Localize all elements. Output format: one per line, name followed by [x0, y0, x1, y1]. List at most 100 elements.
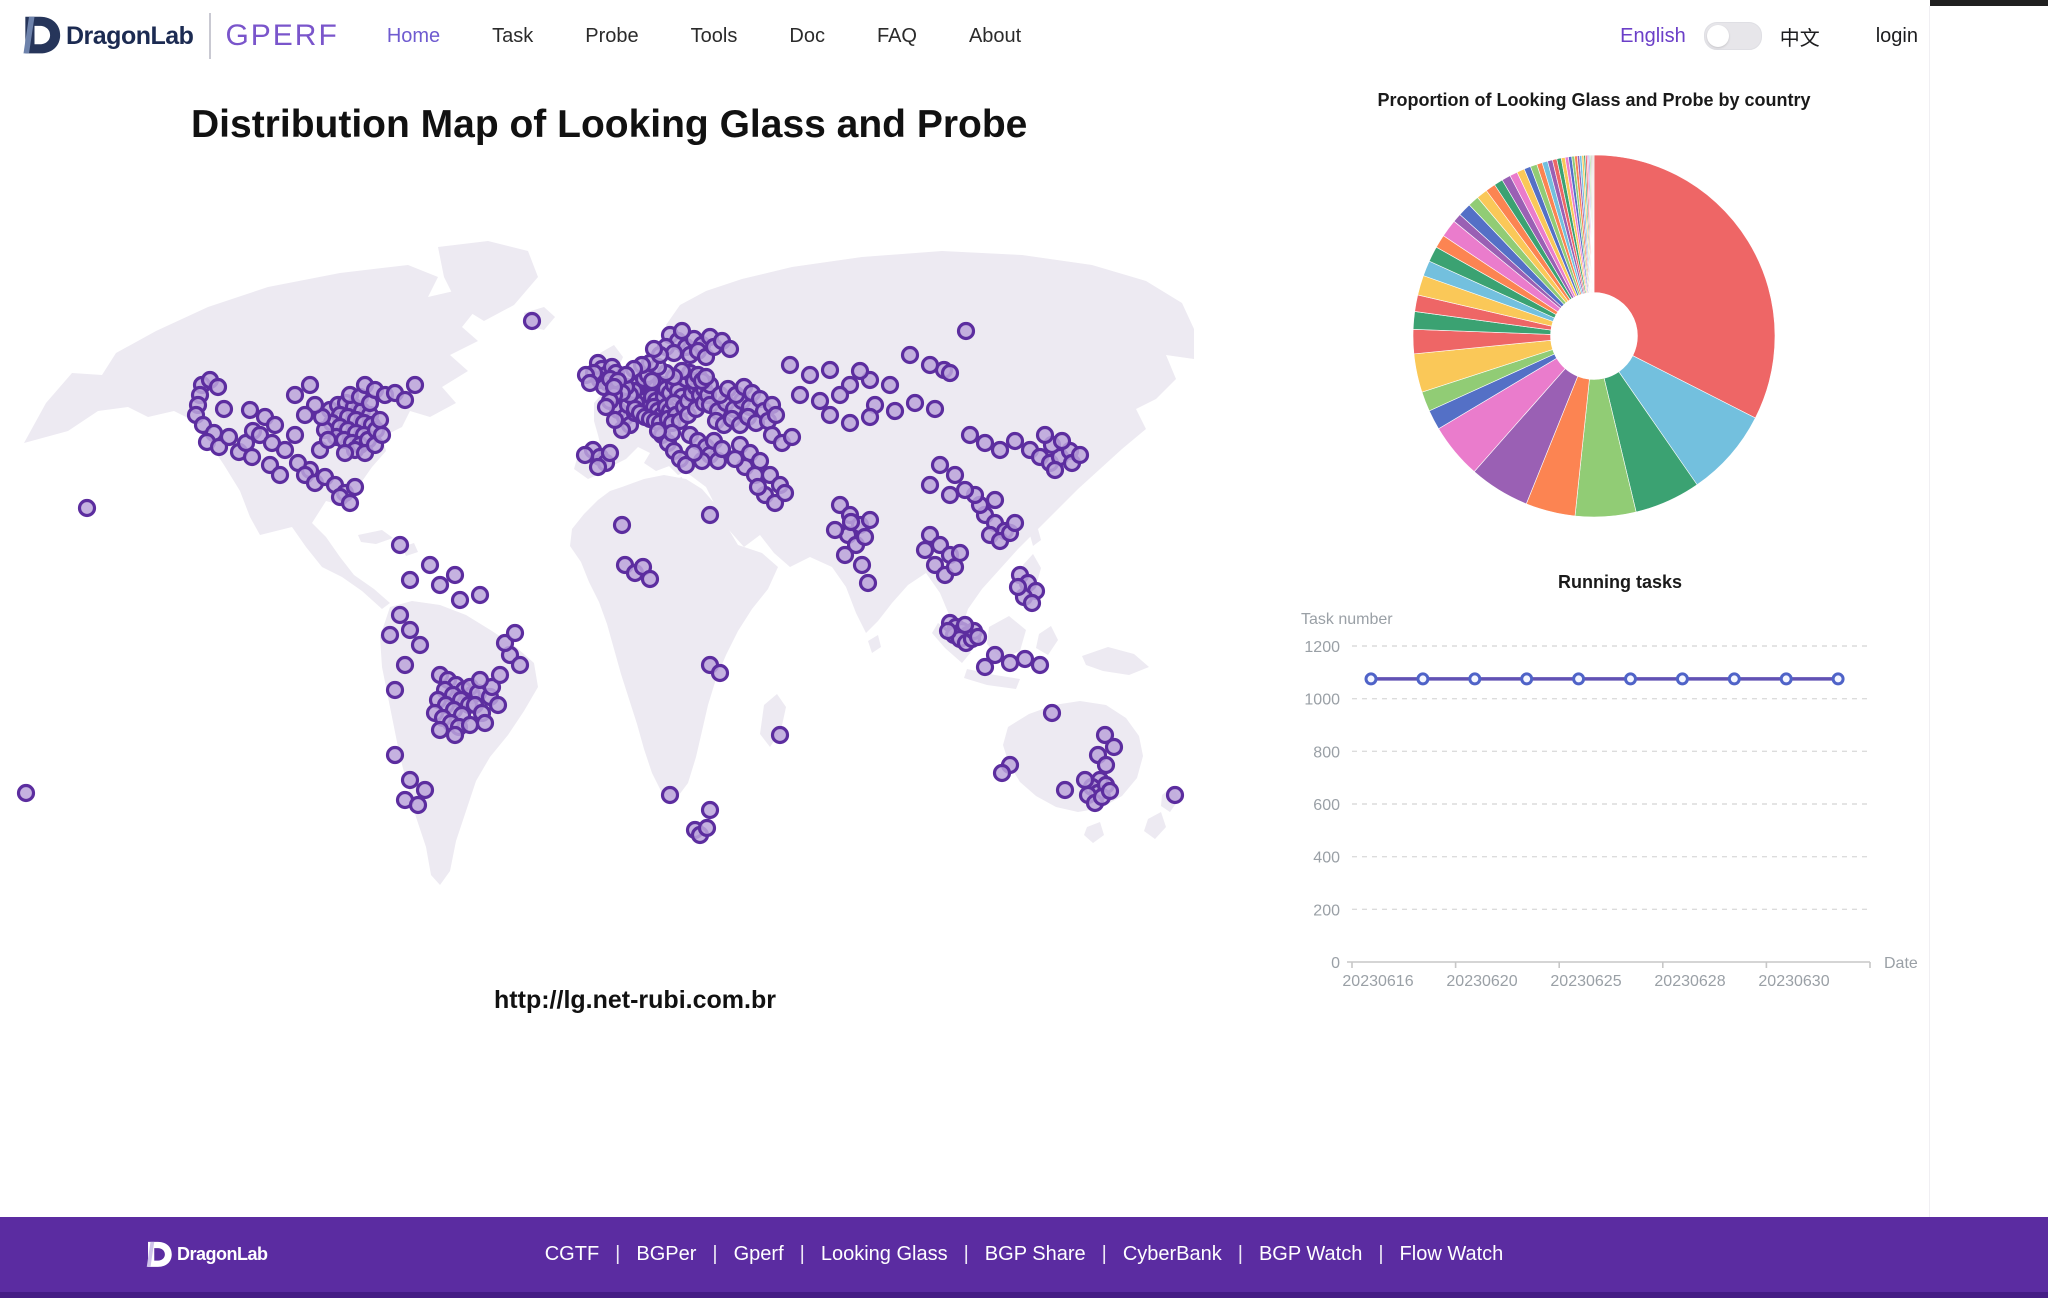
map-dot [242, 447, 262, 467]
map-dot [445, 725, 465, 745]
map-dot [880, 375, 900, 395]
map-dot [825, 520, 845, 540]
login-link[interactable]: login [1875, 24, 1918, 47]
nav-item-task[interactable]: Task [492, 24, 534, 47]
island-madagascar [760, 694, 786, 747]
map-dot [766, 405, 786, 425]
map-dot [710, 663, 730, 683]
pie-slice [1593, 154, 1776, 419]
map-dot [505, 623, 525, 643]
map-dot [219, 427, 239, 447]
footer-link-separator: | [712, 1243, 718, 1265]
continent-arctic-islands [306, 269, 408, 309]
footer-link-bgper[interactable]: BGPer [636, 1243, 697, 1265]
header-logo[interactable]: DragonLab GPERF [18, 13, 339, 59]
lang-english[interactable]: English [1620, 24, 1686, 47]
map-dot [700, 505, 720, 525]
map-dot [945, 465, 965, 485]
map-dot [295, 405, 315, 425]
map-dot [830, 385, 850, 405]
nav-item-probe[interactable]: Probe [585, 24, 639, 47]
map-dot [810, 391, 830, 411]
line-point [1624, 672, 1637, 686]
map-dot [725, 449, 745, 469]
map-dot [775, 483, 795, 503]
language-toggle[interactable] [1703, 22, 1762, 50]
nav-item-home[interactable]: Home [386, 24, 441, 47]
nav-item-about[interactable]: About [968, 24, 1022, 47]
map-dot [1022, 593, 1042, 613]
map-dot [1052, 431, 1072, 451]
map-dot [712, 439, 732, 459]
map-dot [700, 800, 720, 820]
line-point [1572, 672, 1586, 686]
nav-item-faq[interactable]: FAQ [876, 24, 917, 47]
map-dot [395, 390, 415, 410]
footer-link-separator: | [799, 1243, 805, 1265]
map-dot [925, 399, 945, 419]
map-dot [214, 399, 234, 419]
map-dot [300, 375, 320, 395]
map-dot [410, 635, 430, 655]
pie-slice [1618, 355, 1756, 486]
dragonlab-logo-icon-white [146, 1241, 172, 1267]
map-dot [430, 575, 450, 595]
map-dot [684, 443, 704, 463]
map-dot [950, 543, 970, 563]
map-dot [885, 401, 905, 421]
nav-item-doc[interactable]: Doc [789, 24, 825, 47]
island-java [964, 669, 1020, 689]
map-dot [400, 570, 420, 590]
map-dot [905, 393, 925, 413]
footer-link-cyberbank[interactable]: CyberBank [1122, 1243, 1222, 1265]
map-dot [1042, 703, 1062, 723]
map-dot [285, 385, 305, 405]
map-dot [782, 427, 802, 447]
map-dot [250, 425, 270, 445]
island-taiwan [1030, 529, 1041, 546]
map-dot [841, 512, 861, 532]
map-dot [575, 445, 595, 465]
footer-link-flow-watch[interactable]: Flow Watch [1399, 1243, 1504, 1265]
map-dot [648, 421, 668, 441]
brand-divider [209, 13, 212, 59]
map-dot [275, 440, 295, 460]
map-dot [415, 780, 435, 800]
footer: DragonLab CGTF | BGPer | Gperf | Looking Glass… [0, 1217, 2048, 1298]
map-dot [696, 367, 716, 387]
y-tick-label: 0 [1331, 955, 1340, 972]
map-dots-layer [16, 311, 1185, 845]
map-dot [420, 555, 440, 575]
map-dot [488, 695, 508, 715]
footer-link-bgp-share[interactable]: BGP Share [984, 1243, 1086, 1265]
map-dot [790, 385, 810, 405]
lang-chinese[interactable]: 中文 [1779, 27, 1820, 50]
footer-link-looking-glass[interactable]: Looking Glass [820, 1243, 948, 1265]
map-dot [858, 573, 878, 593]
line-point [1468, 672, 1482, 686]
map-dot [340, 493, 360, 513]
map-dot [920, 475, 940, 495]
map-url: http://lg.net-rubi.com.br [494, 986, 776, 1014]
map-dot [1075, 770, 1095, 790]
y-tick-label: 400 [1313, 850, 1340, 867]
footer-link-bgp-watch[interactable]: BGP Watch [1258, 1243, 1363, 1265]
y-tick-label: 200 [1313, 902, 1340, 919]
line-point [1675, 672, 1689, 686]
main-nav: Home Task Probe Tools Doc FAQ About [387, 25, 1021, 48]
footer-link-gperf[interactable]: Gperf [733, 1243, 784, 1265]
map-dot [660, 785, 680, 805]
nav-item-tools[interactable]: Tools [690, 24, 738, 47]
map-dot [1005, 431, 1025, 451]
map-dot [1055, 780, 1075, 800]
pie-slice [1592, 154, 1595, 293]
line-point [1364, 672, 1378, 686]
footer-link-cgtf[interactable]: CGTF [544, 1243, 600, 1265]
map-dot [400, 620, 420, 640]
map-dot [835, 545, 855, 565]
island-cuba [358, 530, 418, 556]
line-point [1779, 672, 1793, 686]
map-dot [612, 515, 632, 535]
x-tick-label: 20230616 [1342, 973, 1413, 990]
